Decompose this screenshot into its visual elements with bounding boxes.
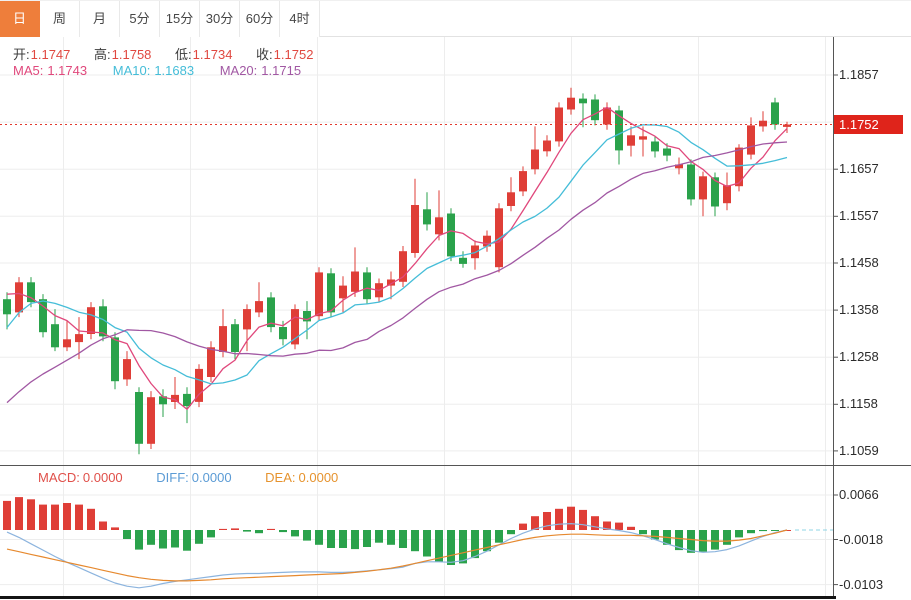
tab-5min[interactable]: 5分 — [120, 1, 160, 37]
ma5-readout: MA5: 1.1743 — [13, 63, 88, 78]
ma10-readout: MA10: 1.1683 — [112, 63, 195, 78]
diff-readout: DIFF: 0.0000 — [156, 470, 232, 485]
high-readout: 高:1.1758 — [94, 47, 152, 62]
axis-tick-label: 1.1258 — [839, 349, 879, 365]
tab-day[interactable]: 日 — [0, 1, 40, 37]
axis-tick-label: 1.1657 — [839, 161, 879, 177]
tab-week[interactable]: 周 — [40, 1, 80, 37]
main-price-axis: 1.1857 1.1657 1.1557 1.1458 1.1358 1.1258 1.11… — [839, 0, 911, 600]
ma-legend: MA5: 1.1743 MA10: 1.1683 MA20: 1.1715 — [13, 63, 323, 78]
current-price-badge: 1.1752 — [834, 115, 903, 134]
period-tabbar: 日 周 月 5分 15分 30分 60分 4时 — [0, 0, 911, 37]
axis-tick-label: -0.0018 — [839, 531, 884, 547]
ma20-readout: MA20: 1.1715 — [219, 63, 302, 78]
axis-tick-label: 1.1857 — [839, 67, 879, 83]
ohlc-legend: 开:1.1747 高:1.1758 低:1.1734 收:1.1752 — [13, 44, 333, 63]
low-readout: 低:1.1734 — [175, 47, 233, 62]
tab-15min[interactable]: 15分 — [160, 1, 200, 37]
close-readout: 收:1.1752 — [256, 47, 314, 62]
macd-readout: MACD: 0.0000 — [38, 470, 123, 485]
axis-tick-label: -0.0103 — [839, 576, 884, 592]
macd-legend: MACD: 0.0000 DIFF: 0.0000 DEA: 0.0000 — [38, 470, 368, 485]
tab-month[interactable]: 月 — [80, 1, 120, 37]
tab-60min[interactable]: 60分 — [240, 1, 280, 37]
tab-4hour[interactable]: 4时 — [280, 1, 320, 37]
macd-value-axis: 0.0066 -0.0018 -0.0103 — [839, 0, 911, 600]
axis-tick-label: 1.1059 — [839, 442, 879, 458]
tabbar-spacer — [320, 1, 911, 36]
axis-tick-label: 1.1458 — [839, 254, 879, 270]
tab-30min[interactable]: 30分 — [200, 1, 240, 37]
axis-tick-label: 1.1557 — [839, 208, 879, 224]
dea-readout: DEA: 0.0000 — [265, 470, 339, 485]
axis-tick-label: 1.1158 — [839, 396, 878, 412]
open-readout: 开:1.1747 — [13, 47, 71, 62]
axis-tick-label: 1.1358 — [839, 302, 879, 318]
axis-tick-label: 0.0066 — [839, 487, 879, 503]
